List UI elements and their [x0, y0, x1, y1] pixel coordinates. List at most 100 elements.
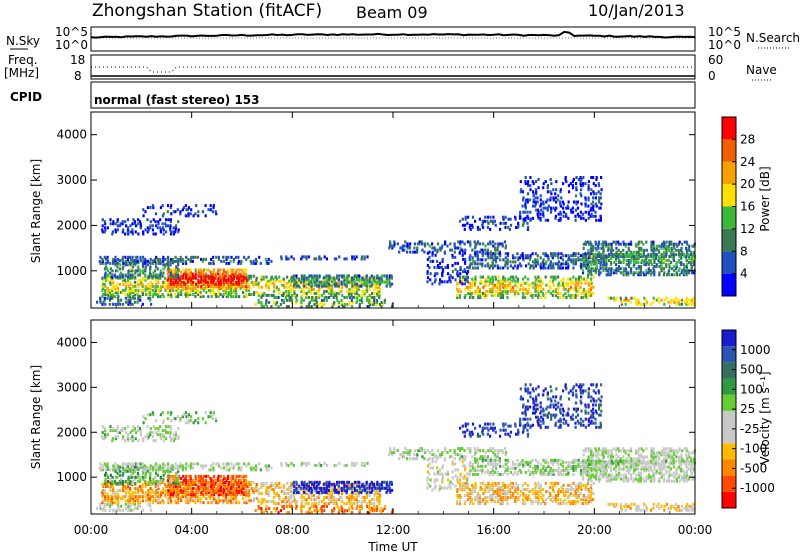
power-echo	[643, 273, 646, 277]
power-echo	[562, 287, 565, 291]
velocity-echo	[137, 497, 140, 501]
velocity-echo	[159, 501, 162, 505]
power-echo	[526, 277, 529, 281]
power-echo	[652, 257, 655, 260]
velocity-echo	[320, 500, 324, 504]
power-echo	[489, 291, 492, 295]
power-echo	[509, 264, 512, 268]
power-echo	[557, 218, 560, 222]
power-echo	[194, 274, 197, 278]
velocity-echo	[212, 499, 215, 503]
velocity-echo	[122, 468, 125, 472]
power-echo	[300, 257, 303, 261]
power-echo	[597, 244, 600, 248]
power-echo	[169, 228, 172, 232]
power-echo	[182, 261, 185, 265]
power-echo	[176, 295, 179, 299]
velocity-echo	[148, 497, 152, 501]
power-echo	[464, 215, 467, 219]
velocity-echo	[119, 508, 122, 512]
power-echo	[313, 291, 316, 295]
power-echo	[289, 289, 292, 293]
power-echo	[104, 222, 107, 226]
power-echo	[579, 182, 582, 186]
power-echo	[625, 298, 628, 302]
power-echo	[282, 283, 285, 287]
power-echo	[539, 264, 542, 268]
power-echo	[590, 212, 593, 216]
velocity-echo	[244, 483, 247, 486]
power-echo	[202, 288, 205, 292]
power-echo	[396, 242, 399, 246]
velocity-echo	[265, 466, 268, 470]
power-echo	[333, 284, 336, 288]
power-echo	[562, 206, 565, 210]
velocity-echo	[114, 462, 117, 466]
power-echo	[590, 188, 593, 192]
velocity-echo	[191, 489, 194, 493]
power-echo	[240, 276, 243, 280]
velocity-echo	[159, 483, 162, 486]
power-echo	[399, 246, 402, 250]
velocity-echo	[114, 475, 117, 479]
power-echo	[546, 198, 549, 202]
power-echo	[167, 282, 170, 286]
power-echo	[426, 257, 429, 261]
power-echo	[269, 279, 272, 283]
power-echo	[524, 206, 527, 210]
velocity-echo	[104, 435, 107, 439]
power-echo	[535, 190, 538, 194]
power-echo	[569, 287, 572, 291]
power-echo	[406, 244, 409, 248]
power-echo	[210, 286, 213, 290]
power-echo	[208, 282, 211, 286]
power-echo	[129, 261, 132, 265]
power-echo	[223, 276, 226, 280]
power-echo	[459, 289, 462, 293]
velocity-echo	[223, 489, 226, 493]
velocity-echo	[161, 429, 164, 433]
power-echo	[678, 255, 681, 259]
power-echo	[136, 255, 139, 259]
velocity-echo	[131, 462, 134, 466]
velocity-echo	[185, 493, 188, 497]
power-echo	[265, 283, 268, 287]
power-echo	[112, 282, 115, 286]
power-echo	[129, 267, 132, 271]
velocity-echo	[287, 496, 290, 499]
velocity-echo	[212, 466, 215, 470]
velocity-echo	[305, 498, 308, 502]
power-echo	[184, 259, 187, 263]
power-echo	[222, 274, 225, 278]
power-echo	[159, 271, 162, 275]
power-echo	[355, 289, 359, 293]
power-echo	[586, 240, 589, 244]
power-echo	[174, 259, 177, 263]
power-echo	[502, 217, 505, 221]
power-echo	[170, 204, 173, 208]
power-echo	[252, 259, 255, 263]
power-echo	[240, 282, 243, 286]
velocity-echo	[122, 489, 125, 493]
power-echo	[608, 267, 611, 271]
power-echo	[257, 281, 260, 285]
velocity-echo	[111, 475, 114, 479]
power-echo	[635, 302, 638, 306]
noise-left-tick-top: 10^5	[55, 25, 88, 39]
power-echo	[592, 200, 595, 204]
power-echo	[577, 178, 580, 181]
power-echo	[609, 248, 613, 252]
power-echo	[472, 266, 475, 270]
power-echo	[224, 293, 228, 296]
velocity-echo	[174, 485, 177, 488]
velocity-echo	[330, 485, 334, 489]
power-echo	[534, 289, 537, 293]
power-echo	[524, 296, 527, 299]
power-echo	[690, 250, 693, 254]
power-echo	[645, 240, 648, 244]
power-echo	[650, 253, 653, 257]
velocity-echo	[328, 494, 331, 497]
power-echo	[614, 259, 617, 262]
power-echo	[187, 257, 190, 261]
power-echo	[101, 257, 104, 261]
